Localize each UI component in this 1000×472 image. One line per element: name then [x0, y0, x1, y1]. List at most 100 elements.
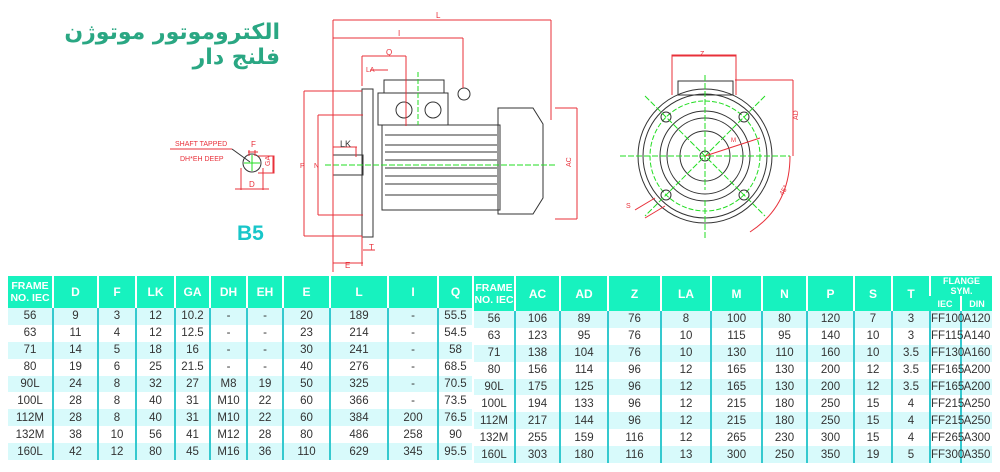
table-row: 71 138 104 76 10 130 110 160 10 3.5 FF130 A160 — [474, 344, 992, 362]
flange-din-header: DIN — [960, 296, 992, 311]
table-cell: - — [246, 341, 283, 359]
table-cell: 194 — [514, 395, 560, 413]
table-cell: 366 — [329, 392, 388, 410]
table-cell: M12 — [209, 426, 247, 444]
table-cell: 96 — [607, 378, 661, 396]
table-cell: 144 — [559, 412, 608, 430]
table-cell: 12 — [853, 378, 892, 396]
table-cell: 16 — [174, 341, 210, 359]
svg-text:GA: GA — [265, 156, 272, 166]
table-cell: - — [387, 324, 438, 342]
table-cell: A160 — [960, 344, 992, 362]
table-cell: 11 — [52, 324, 98, 342]
shaft-section-detail: SHAFT TAPPED DH*EH DEEP F GA D — [170, 140, 275, 190]
table-cell: 24 — [52, 375, 98, 393]
table-cell: FF115 — [929, 327, 963, 345]
table-cell: 159 — [559, 429, 608, 447]
column-header: FRAME NO. IEC — [474, 276, 515, 311]
table-row: 71 14 5 18 16- -30 241-58 — [8, 341, 472, 359]
table-cell: 8 — [97, 392, 136, 410]
table-cell: M10 — [209, 392, 247, 410]
column-header: N — [761, 276, 807, 311]
table-cell: 45 — [174, 443, 210, 461]
table-cell: 114 — [559, 361, 608, 379]
table-cell: 255 — [514, 429, 560, 447]
dimensions-table-right: FRAME NO. IEC AC AD Z LA M N P S T FLANGE SYM. IEC… — [474, 276, 992, 464]
table-cell: A140 — [960, 327, 992, 345]
table-cell: 56 — [474, 311, 515, 328]
table-cell: A120 — [960, 311, 992, 328]
column-header: E — [282, 276, 330, 308]
table-cell: FF100 — [929, 311, 964, 328]
svg-text:I: I — [398, 29, 400, 38]
table-cell: 38 — [52, 426, 98, 444]
table-cell: 200 — [387, 409, 438, 427]
svg-text:AD: AD — [793, 110, 800, 120]
table-cell: 214 — [329, 324, 388, 342]
table-cell: A350 — [960, 446, 992, 464]
table-cell: 100L — [481, 397, 507, 410]
table-cell: 12 — [135, 324, 175, 342]
table-row: 160L 42 12 80 45 M16 36 110 629 345 95.5 — [8, 443, 472, 461]
table-cell: 15 — [853, 429, 892, 447]
table-cell: 110 — [282, 443, 330, 461]
table-cell: 9 — [52, 308, 98, 325]
table-cell: 123 — [514, 327, 560, 345]
motor-dimension-drawing: SHAFT TAPPED DH*EH DEEP F GA D L I Q LA … — [170, 11, 800, 272]
table-cell: 22 — [246, 392, 283, 410]
table-cell: 12 — [660, 378, 711, 396]
table-row: 90L 175 125 96 12 165 130 200 12 3.5 FF165 A200 — [474, 378, 992, 396]
table-cell: 28 — [52, 392, 98, 410]
table-cell: 95 — [761, 327, 807, 345]
column-header: T — [891, 276, 930, 311]
table-cell: 100 — [710, 311, 762, 328]
table-cell: FF265 — [929, 429, 964, 447]
table-cell: 20 — [282, 308, 330, 325]
front-view: Z AD M S 45° — [620, 51, 800, 240]
table-row: 63 11 4 12 12.5- -23 214-54.5 — [8, 324, 472, 342]
table-cell: 31 — [174, 392, 210, 410]
shaft-note-2: DH*EH DEEP — [180, 156, 224, 163]
table-cell: 8 — [660, 311, 711, 328]
table-cell: 165 — [710, 361, 762, 379]
table-cell: 120 — [806, 311, 854, 328]
svg-text:F: F — [251, 140, 256, 149]
table-cell: 4 — [891, 395, 930, 413]
column-header: F — [97, 276, 136, 308]
table-cell: 115 — [710, 327, 762, 345]
table-cell: 345 — [387, 443, 438, 461]
table-cell: 4 — [891, 429, 930, 447]
table-cell: 80 — [761, 311, 807, 328]
table-cell: 23 — [282, 324, 330, 342]
table-row: 63 123 95 76 10 115 95 140 10 3 FF115 A140 — [474, 327, 992, 345]
table-cell: 28 — [52, 409, 98, 427]
table-cell: 42 — [52, 443, 98, 461]
column-header: Q — [437, 276, 472, 308]
table-cell: 116 — [607, 446, 661, 464]
table-cell: 7 — [853, 311, 892, 328]
table-cell: 160 — [806, 344, 854, 362]
table-cell: 40 — [282, 358, 330, 376]
table-cell: 12 — [660, 429, 711, 447]
table-row: 56 106 89 76 8 100 80 120 7 3 FF100 A120 — [474, 311, 992, 328]
column-header: GA — [174, 276, 210, 308]
svg-text:N: N — [314, 163, 319, 170]
table-cell: 12 — [660, 361, 711, 379]
table-cell: M8 — [209, 375, 247, 393]
table-cell: 325 — [329, 375, 388, 393]
table-row: 90L 24 8 32 27 M8 19 50 325-70.5 — [8, 375, 472, 393]
column-header: S — [853, 276, 892, 311]
table-cell: 132M — [479, 431, 509, 444]
table-cell: 21.5 — [174, 358, 210, 376]
table-cell: 3.5 — [891, 344, 930, 362]
table-cell: 3.5 — [891, 378, 930, 396]
svg-text:LA: LA — [366, 67, 375, 74]
table-cell: - — [246, 324, 283, 342]
table-row: 132M 255 159 116 12 265 230 300 15 4 FF265 A300 — [474, 429, 992, 447]
table-cell: 180 — [761, 395, 807, 413]
table-cell: 12 — [135, 308, 175, 325]
table-cell: - — [387, 392, 438, 410]
table-cell: 31 — [174, 409, 210, 427]
table-cell: - — [387, 358, 438, 376]
svg-text:AC: AC — [566, 157, 573, 167]
